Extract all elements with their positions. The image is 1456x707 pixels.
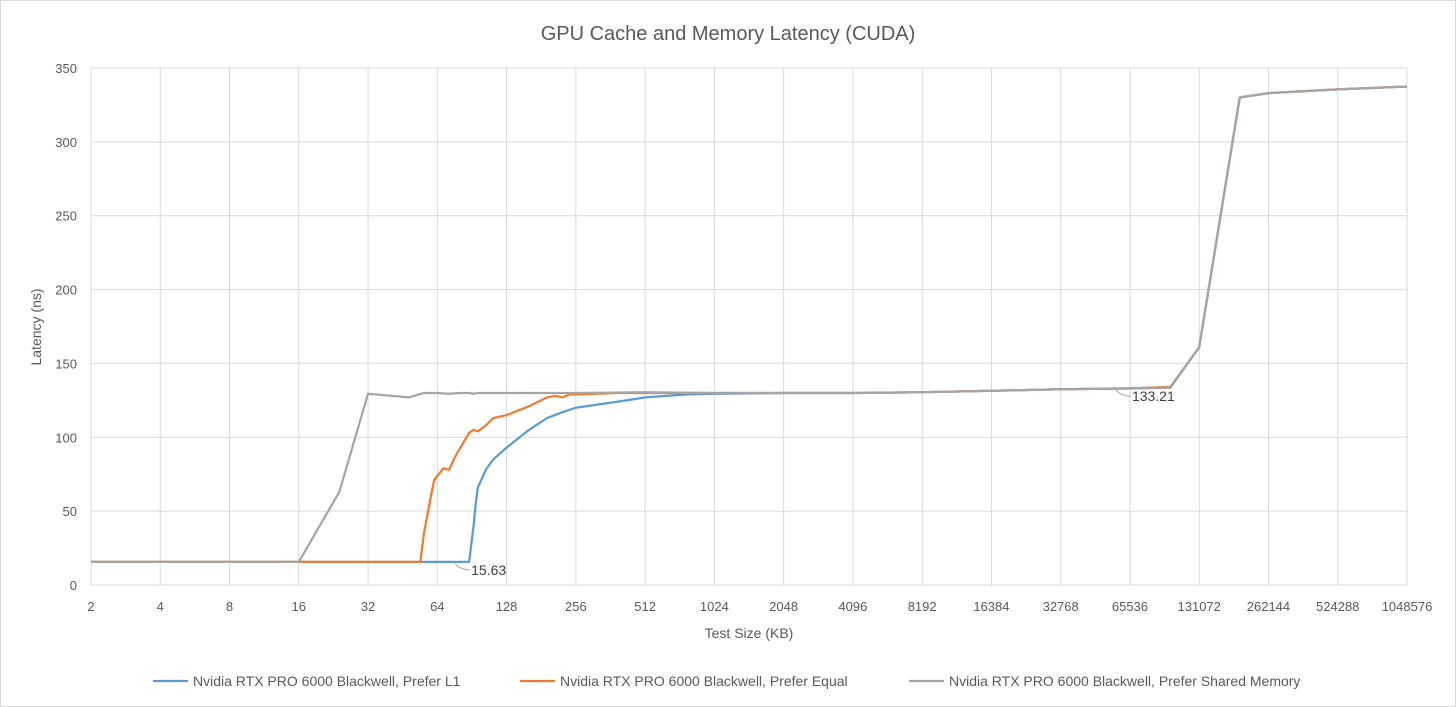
series-lines [91, 85, 1408, 564]
x-tick-label: 524288 [1316, 599, 1359, 614]
y-tick-label: 0 [70, 578, 77, 593]
x-tick-label: 32 [361, 599, 375, 614]
y-tick-label: 150 [55, 356, 77, 371]
data-label-leader [454, 563, 471, 571]
x-tick-label: 2048 [769, 599, 798, 614]
y-tick-label: 300 [55, 135, 77, 150]
x-axis-label: Test Size (KB) [705, 625, 794, 641]
x-tick-label: 16384 [973, 599, 1009, 614]
x-tick-label: 2 [87, 599, 94, 614]
data-label: 133.21 [1132, 388, 1175, 404]
x-tick-label: 32768 [1043, 599, 1079, 614]
series-line-1 [91, 85, 1408, 564]
x-tick-label: 64 [430, 599, 444, 614]
x-tick-label: 4096 [838, 599, 867, 614]
y-tick-label: 200 [55, 283, 77, 298]
grid-lines [90, 67, 1408, 586]
y-axis-label: Latency (ns) [28, 288, 44, 365]
x-tick-label: 512 [634, 599, 656, 614]
y-tick-labels: 0 50 100 150 200 250 300 350 [55, 61, 77, 593]
x-tick-label: 8 [226, 599, 233, 614]
legend: Nvidia RTX PRO 6000 Blackwell, Prefer L1… [153, 673, 1300, 689]
x-tick-label: 262144 [1247, 599, 1290, 614]
legend-label-2: Nvidia RTX PRO 6000 Blackwell, Prefer Eq… [560, 673, 848, 689]
x-tick-label: 16 [292, 599, 306, 614]
data-label: 15.63 [471, 562, 506, 578]
x-tick-label: 1048576 [1382, 599, 1433, 614]
x-tick-label: 128 [496, 599, 518, 614]
x-tick-label: 4 [157, 599, 164, 614]
chart-title: GPU Cache and Memory Latency (CUDA) [541, 23, 916, 45]
y-tick-label: 50 [63, 504, 77, 519]
legend-label-3: Nvidia RTX PRO 6000 Blackwell, Prefer Sh… [949, 673, 1300, 689]
y-tick-label: 100 [55, 430, 77, 445]
x-tick-label: 1024 [700, 599, 729, 614]
legend-label-1: Nvidia RTX PRO 6000 Blackwell, Prefer L1 [193, 673, 461, 689]
x-tick-label: 65536 [1112, 599, 1148, 614]
x-tick-labels: 2 4 8 16 32 64 128 256 512 1024 2048 4096 8192 16384 3… [87, 599, 1432, 614]
x-tick-label: 8192 [908, 599, 937, 614]
series-line-3 [91, 85, 1408, 564]
x-tick-label: 256 [565, 599, 587, 614]
x-tick-label: 131072 [1178, 599, 1221, 614]
y-tick-label: 250 [55, 209, 77, 224]
series-line-2 [91, 85, 1408, 564]
data-labels: 15.63 133.21 [454, 388, 1175, 578]
y-tick-label: 350 [55, 61, 77, 76]
data-label-leader [1115, 389, 1131, 397]
